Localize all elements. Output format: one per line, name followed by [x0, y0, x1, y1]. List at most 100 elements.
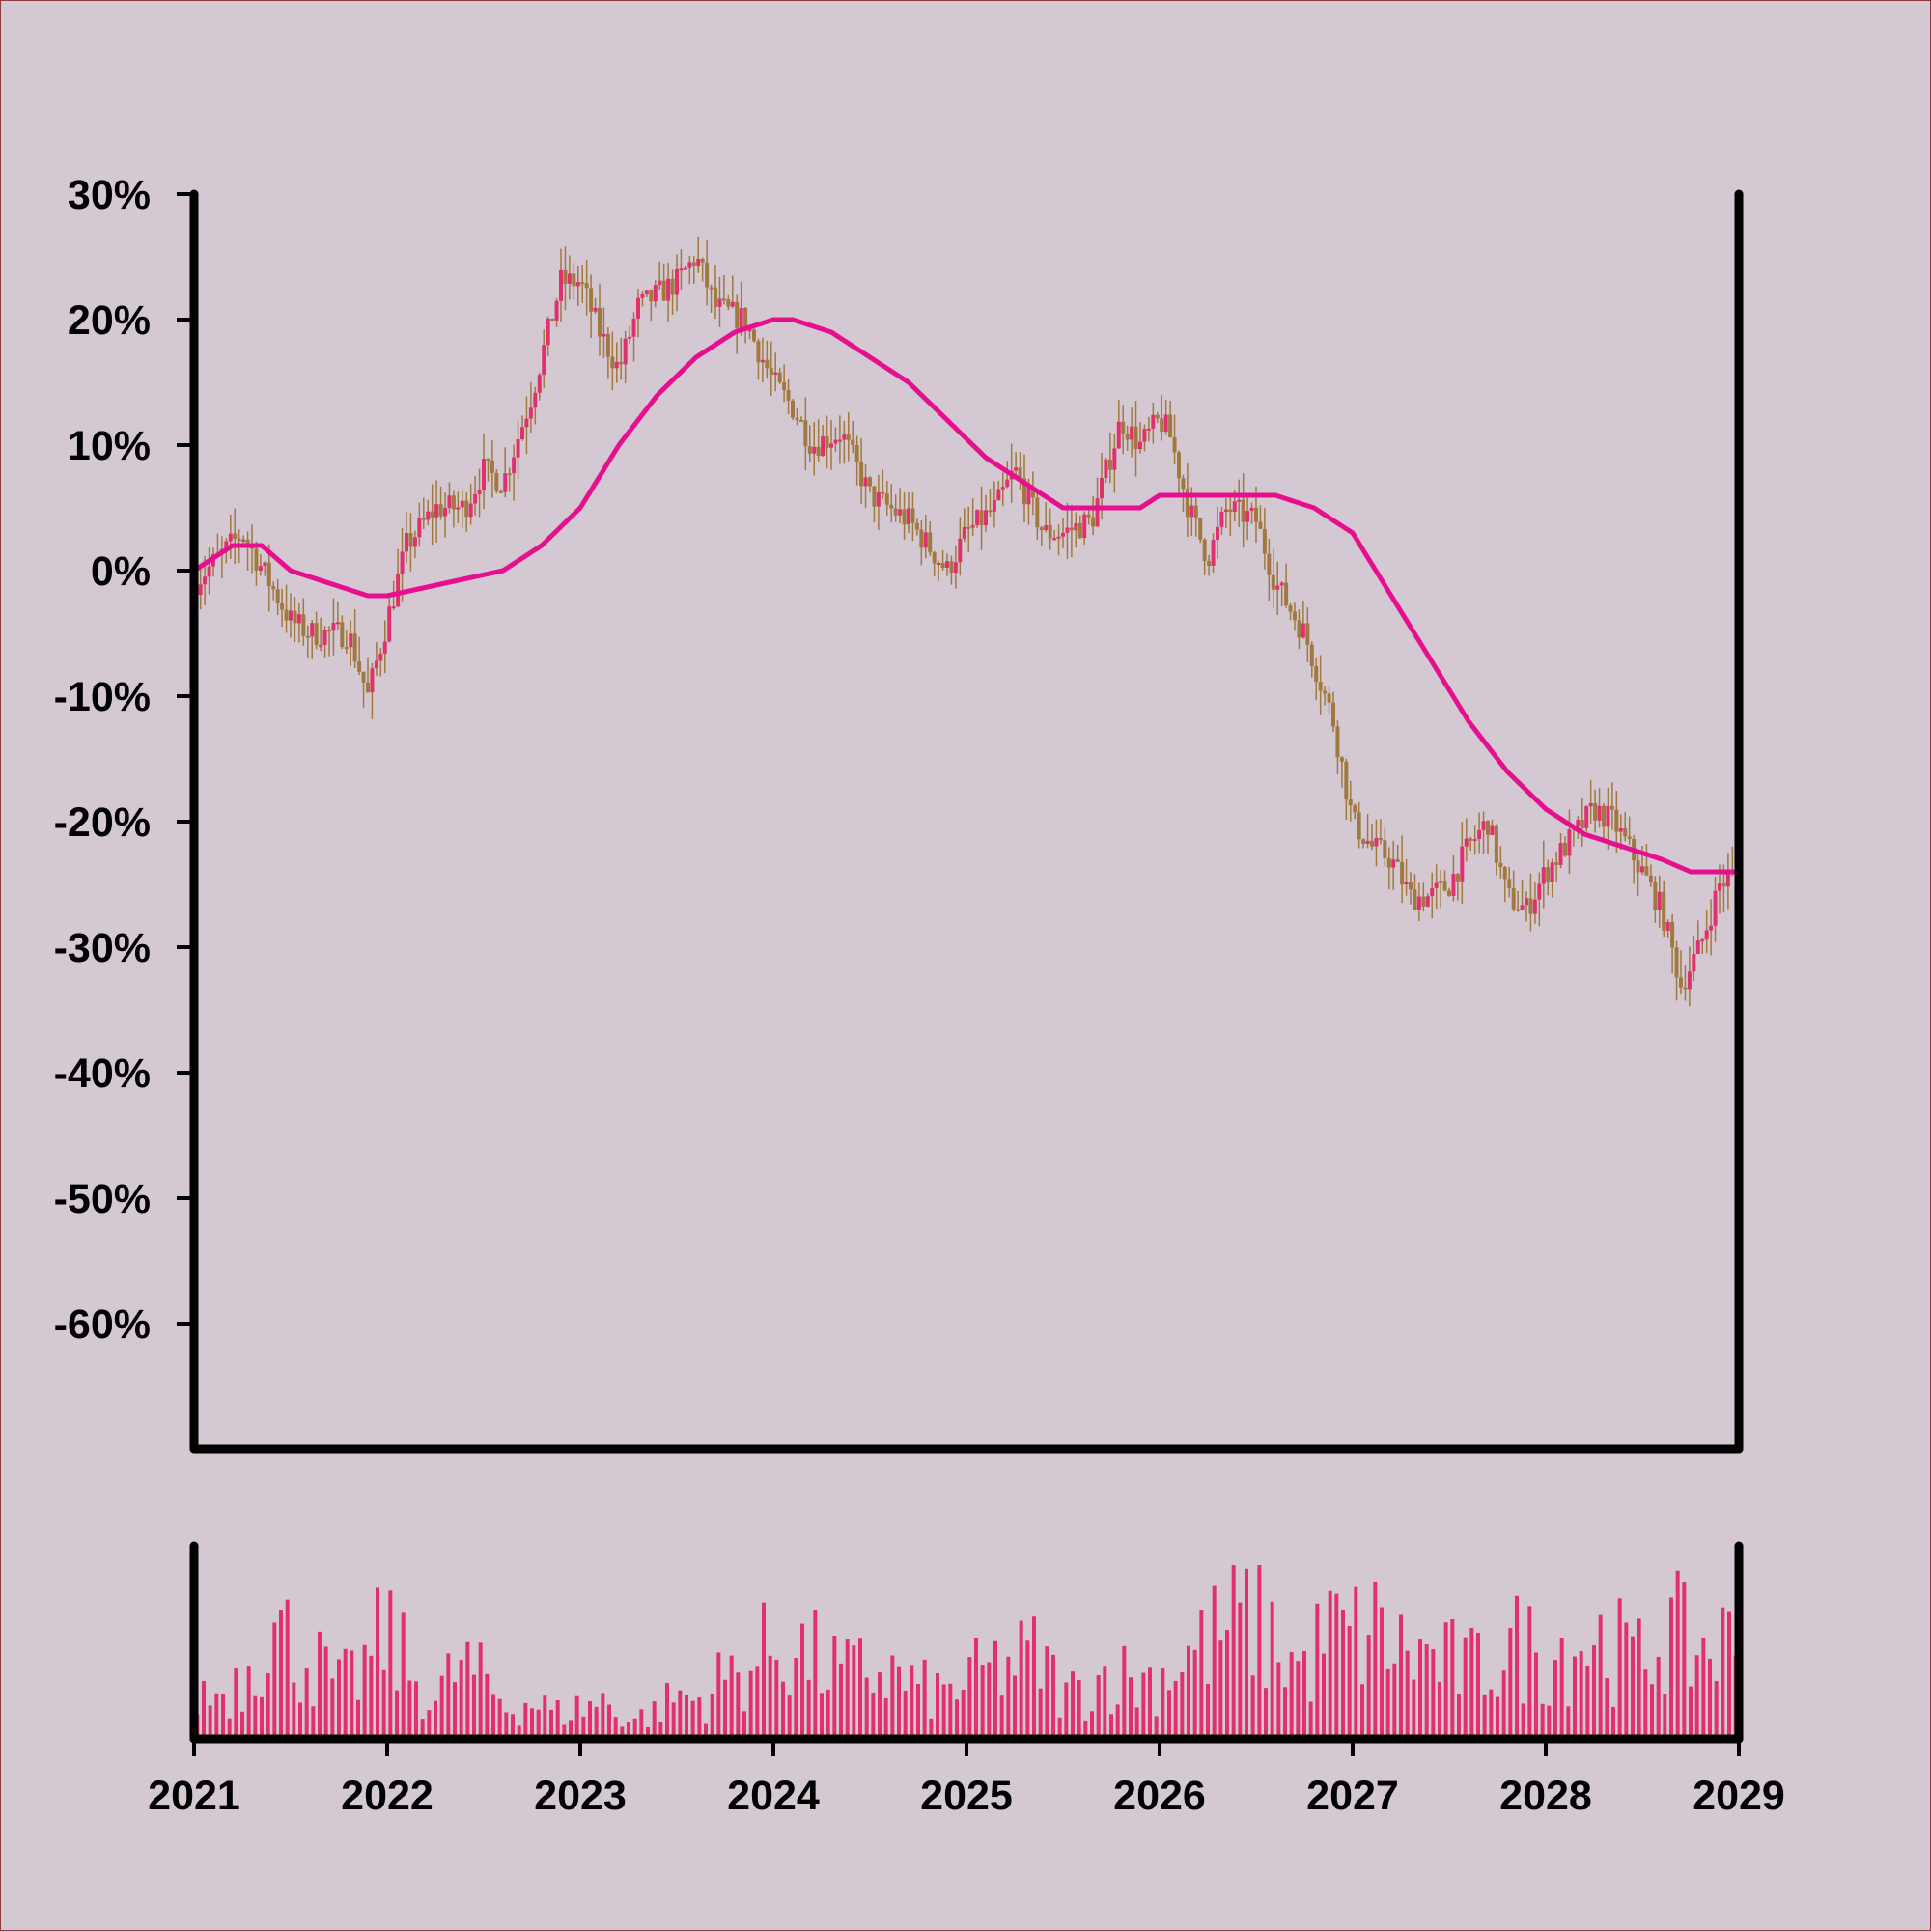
candle-body	[1695, 940, 1700, 954]
volume-bar	[1013, 1675, 1017, 1739]
candle-body	[203, 576, 208, 585]
candle-body	[322, 630, 327, 646]
candle-body	[233, 533, 238, 539]
candle-body	[1469, 838, 1473, 841]
y-tick-label: 0%	[91, 548, 151, 595]
volume-bar	[1559, 1638, 1564, 1739]
candle-body	[1228, 509, 1233, 513]
volume-bar	[652, 1701, 657, 1739]
volume-bar	[1109, 1714, 1113, 1739]
candle-body	[1305, 623, 1310, 645]
candle-body	[798, 419, 803, 422]
candle-body	[1692, 953, 1696, 972]
y-tick-label: 10%	[68, 423, 151, 469]
candle-body	[658, 280, 662, 286]
volume-bar	[627, 1722, 630, 1739]
volume-bar	[1701, 1638, 1706, 1739]
candle-body	[1439, 881, 1443, 883]
volume-bar	[1212, 1585, 1217, 1739]
candle-body	[1237, 499, 1242, 502]
candle-body	[378, 653, 383, 661]
candle-body	[1125, 433, 1130, 440]
y-tick-label: 20%	[68, 297, 151, 344]
candle-body	[1498, 862, 1503, 868]
volume-bar	[1689, 1686, 1693, 1739]
candle-body	[1155, 414, 1160, 419]
volume-bar	[1148, 1667, 1152, 1739]
candle-body	[1301, 623, 1305, 638]
candle-body	[984, 510, 988, 526]
volume-bar	[439, 1675, 444, 1739]
candle-body	[1532, 899, 1537, 914]
candle-body	[443, 508, 447, 517]
candle-body	[760, 359, 765, 363]
x-tick-label: 2023	[534, 1773, 627, 1819]
candle-body	[1107, 459, 1112, 470]
volume-bar	[1225, 1630, 1229, 1739]
volume-bar	[1624, 1622, 1629, 1739]
volume-bar	[678, 1690, 683, 1739]
candle-body	[675, 268, 679, 295]
candle-body	[1713, 890, 1718, 926]
candle-body	[1425, 896, 1430, 907]
volume-bar	[1592, 1645, 1596, 1739]
volume-bar	[1412, 1679, 1416, 1739]
volume-bar	[787, 1695, 792, 1739]
candle-body	[1687, 971, 1692, 990]
candle-body	[1481, 821, 1486, 830]
candle-body	[349, 633, 353, 648]
candle-body	[198, 584, 203, 595]
candle-body	[245, 539, 250, 546]
volume-bar	[388, 1590, 393, 1739]
candle-body	[923, 532, 928, 548]
candle-body	[1293, 611, 1297, 621]
volume-bar	[1238, 1602, 1243, 1739]
volume-bar	[1134, 1707, 1139, 1739]
candle-body	[876, 491, 881, 507]
volume-bar	[1187, 1645, 1190, 1739]
volume-bar	[1637, 1618, 1641, 1739]
candle-body	[992, 500, 996, 512]
volume-bar	[1438, 1681, 1441, 1739]
y-tick-label: -50%	[54, 1176, 151, 1222]
volume-bar	[852, 1645, 856, 1739]
volume-bar	[658, 1722, 663, 1739]
volume-bar	[1605, 1678, 1609, 1739]
candle-body	[533, 392, 538, 408]
candle-body	[1618, 827, 1623, 832]
volume-bar	[800, 1623, 804, 1739]
candle-body	[1416, 896, 1421, 910]
volume-bar	[1469, 1627, 1474, 1739]
candle-body	[584, 283, 589, 289]
candle-body	[1344, 761, 1349, 800]
volume-bar	[381, 1669, 386, 1739]
candle-body	[361, 671, 366, 683]
candle-body	[605, 333, 610, 357]
volume-bar	[903, 1690, 908, 1739]
volume-bar	[768, 1655, 772, 1739]
candle-body	[1679, 977, 1683, 988]
candle-body	[1104, 459, 1108, 479]
volume-bar	[1617, 1598, 1622, 1739]
candle-body	[382, 641, 387, 654]
volume-bar	[601, 1693, 605, 1739]
volume-bar	[922, 1659, 927, 1739]
volume-bar	[755, 1666, 760, 1739]
volume-bar	[806, 1679, 811, 1739]
candle-body	[859, 462, 864, 487]
candle-body	[1258, 521, 1263, 529]
candle-body	[1130, 426, 1134, 440]
candle-body	[1430, 887, 1435, 897]
candle-body	[610, 356, 615, 369]
candle-body	[494, 472, 499, 491]
volume-bar	[736, 1672, 741, 1739]
candle-body	[1447, 890, 1451, 896]
volume-bar	[304, 1668, 309, 1739]
volume-bar	[1585, 1665, 1590, 1739]
candle-body	[1537, 883, 1542, 900]
candle-body	[498, 490, 503, 493]
candle-body	[1683, 987, 1688, 990]
volume-bar	[748, 1670, 753, 1739]
candle-body	[417, 518, 422, 538]
candle-body	[1550, 862, 1554, 882]
